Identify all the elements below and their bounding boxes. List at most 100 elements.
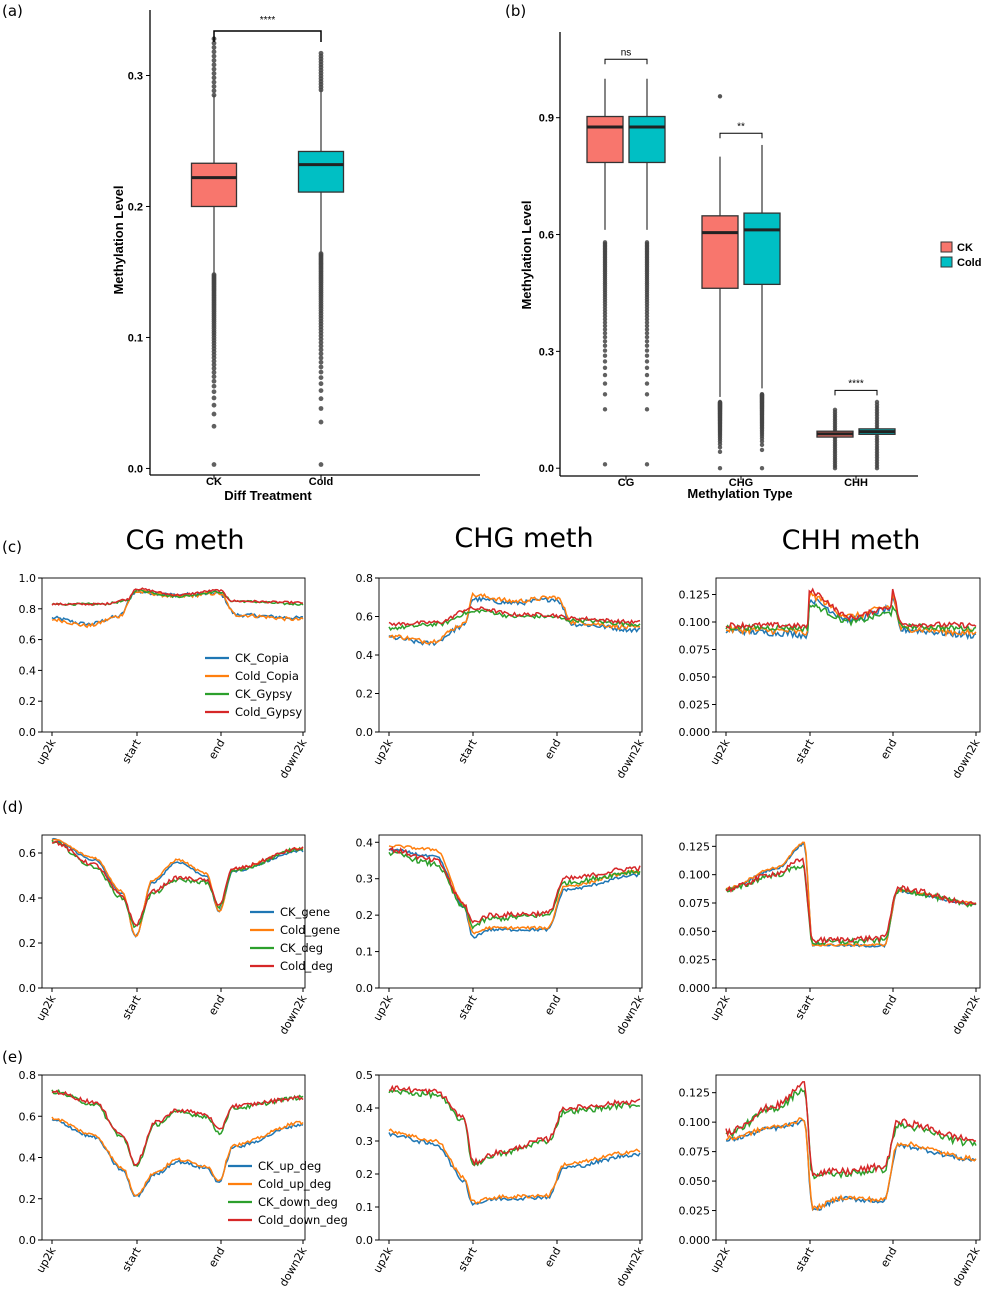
x-tick-label: up2k	[34, 736, 59, 767]
y-tick-label: 0.050	[679, 925, 711, 938]
y-tick-label: 0.075	[679, 644, 711, 657]
x-tick-label: start	[120, 736, 144, 765]
outlier-point	[602, 330, 608, 336]
outlier-point	[211, 75, 217, 81]
series-line-Cold_gene	[51, 838, 304, 938]
legend-label: CK_down_deg	[258, 1195, 338, 1209]
y-tick-label: 0.8	[19, 603, 37, 616]
lineplot-d-chg: 0.0 0.1 0.2 0.3 0.4 up2k start end down2k	[356, 834, 647, 1037]
outlier-point	[874, 399, 880, 405]
legend-label: CK_deg	[280, 941, 323, 955]
y-tick-label: 0.4	[356, 836, 374, 849]
x-tick-label: down2k	[277, 1244, 310, 1288]
box-CK	[190, 162, 238, 208]
series-line-Cold_deg	[388, 846, 641, 924]
outlier-point	[644, 462, 650, 467]
box-CG-Cold	[628, 115, 666, 164]
series-line-CK_down_deg	[388, 1088, 641, 1167]
series-line-CK_Gypsy	[725, 603, 977, 633]
significance-bracket	[719, 132, 763, 139]
column-title-chg: CHG meth	[454, 523, 593, 554]
series-line-Cold_down_deg	[51, 1089, 304, 1167]
y-tick-label: 0.6	[539, 230, 554, 242]
y-tick-label: 0.100	[679, 1116, 711, 1129]
outlier-point	[644, 320, 650, 325]
outlier-point	[318, 351, 324, 357]
panel-label-d: (d)	[2, 798, 23, 816]
outlier-point	[717, 466, 723, 471]
plot-frame	[41, 834, 306, 989]
x-tick-label: up2k	[708, 1244, 733, 1275]
series-line-CK_gene	[388, 847, 641, 939]
y-tick-label: 0.075	[679, 897, 711, 910]
x-tick-label: start	[456, 1244, 480, 1273]
series-line-Cold_Gypsy	[725, 587, 977, 630]
x-tick-label: end	[878, 737, 900, 761]
x-tick-label: CHH	[844, 477, 868, 489]
y-tick-label: 0.1	[128, 332, 143, 344]
legend-label: CK_Gypsy	[235, 687, 292, 701]
significance-bracket	[834, 389, 878, 396]
legend-label: Cold	[957, 257, 981, 269]
significance-label: **	[737, 121, 745, 132]
x-tick-label: Cold	[309, 476, 333, 488]
outlier-point	[211, 378, 217, 384]
y-tick-label: 0.3	[356, 873, 374, 886]
outlier-point	[644, 240, 650, 245]
outlier-point	[874, 434, 880, 439]
outlier-point	[211, 66, 217, 72]
legend-label: Cold_down_deg	[258, 1213, 348, 1227]
box-CHG-CK	[701, 215, 739, 289]
legend-label: Cold_deg	[280, 959, 333, 973]
y-tick-label: 0.3	[128, 70, 143, 82]
x-tick-label: down2k	[614, 736, 647, 780]
outlier-point	[211, 45, 217, 50]
y-axis-label: Methylation Level	[111, 185, 126, 294]
box-CG-CK	[586, 115, 624, 164]
series-line-CK_down_deg	[725, 1087, 977, 1180]
y-tick-label: 0.9	[539, 113, 554, 125]
outlier-point	[644, 353, 650, 358]
lineplot-e-chh: 0.000 0.025 0.050 0.075 0.100 0.125 up2k start e…	[679, 1074, 983, 1289]
outlier-point	[644, 334, 650, 340]
x-tick-label: start	[456, 736, 480, 765]
outlier-point	[211, 402, 217, 408]
outlier-point	[644, 317, 650, 322]
y-tick-label: 0.0	[19, 726, 37, 739]
y-tick-label: 0.025	[679, 1205, 711, 1218]
x-tick-label: down2k	[950, 1244, 983, 1288]
x-tick-label: start	[793, 992, 817, 1021]
outlier-point	[318, 381, 324, 387]
legend-swatch	[940, 241, 953, 253]
column-title-cg: CG meth	[126, 525, 245, 556]
outlier-point	[211, 53, 217, 59]
outlier-point	[602, 339, 608, 344]
outlier-point	[211, 58, 217, 63]
outlier-point	[644, 323, 650, 329]
y-tick-label: 0.4	[19, 892, 37, 905]
y-tick-label: 0.125	[679, 1087, 711, 1100]
y-tick-label: 1.0	[19, 572, 37, 585]
series-line-CK_gene	[51, 837, 304, 938]
outlier-point	[211, 423, 217, 429]
y-tick-label: 0.125	[679, 840, 711, 853]
series-line-CK_deg	[51, 839, 304, 929]
y-tick-label: 0.050	[679, 671, 711, 684]
chart-a-boxplot: 0.0 0.1 0.2 0.3 CK Cold **** Diff Treatment Meth…	[111, 10, 480, 503]
x-tick-label: start	[120, 1244, 144, 1273]
x-axis-label: Methylation Type	[687, 486, 792, 501]
significance-bracket	[604, 58, 648, 65]
outlier-point	[318, 359, 324, 365]
x-tick-label: up2k	[371, 736, 396, 767]
outlier-point	[759, 466, 765, 471]
series-line-Cold_Gypsy	[388, 606, 641, 627]
x-tick-label: down2k	[614, 1244, 647, 1288]
x-tick-label: end	[878, 1245, 900, 1269]
outlier-point	[211, 40, 217, 46]
x-tick-label: up2k	[371, 992, 396, 1023]
x-axis-label: Diff Treatment	[224, 488, 312, 503]
plot-frame	[715, 1074, 981, 1241]
y-tick-label: 0.4	[356, 1102, 374, 1115]
